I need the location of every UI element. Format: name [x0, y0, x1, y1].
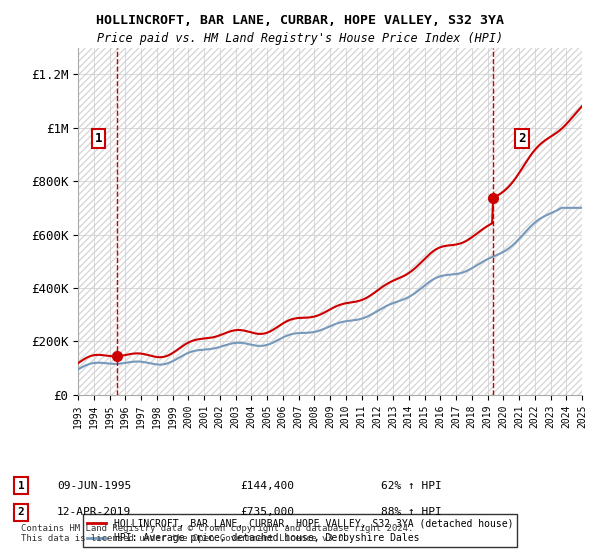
Text: 62% ↑ HPI: 62% ↑ HPI: [381, 480, 442, 491]
Text: Price paid vs. HM Land Registry's House Price Index (HPI): Price paid vs. HM Land Registry's House …: [97, 32, 503, 45]
Text: 12-APR-2019: 12-APR-2019: [57, 507, 131, 517]
Text: 09-JUN-1995: 09-JUN-1995: [57, 480, 131, 491]
Legend: HOLLINCROFT, BAR LANE, CURBAR, HOPE VALLEY, S32 3YA (detached house), HPI: Avera: HOLLINCROFT, BAR LANE, CURBAR, HOPE VALL…: [83, 514, 517, 547]
Text: Contains HM Land Registry data © Crown copyright and database right 2024.
This d: Contains HM Land Registry data © Crown c…: [21, 524, 413, 543]
Text: £144,400: £144,400: [240, 480, 294, 491]
Text: 2: 2: [17, 507, 25, 517]
Text: HOLLINCROFT, BAR LANE, CURBAR, HOPE VALLEY, S32 3YA: HOLLINCROFT, BAR LANE, CURBAR, HOPE VALL…: [96, 14, 504, 27]
Text: 2: 2: [518, 132, 526, 145]
Text: 88% ↑ HPI: 88% ↑ HPI: [381, 507, 442, 517]
Text: £735,000: £735,000: [240, 507, 294, 517]
Text: 1: 1: [17, 480, 25, 491]
Text: 1: 1: [95, 132, 102, 145]
